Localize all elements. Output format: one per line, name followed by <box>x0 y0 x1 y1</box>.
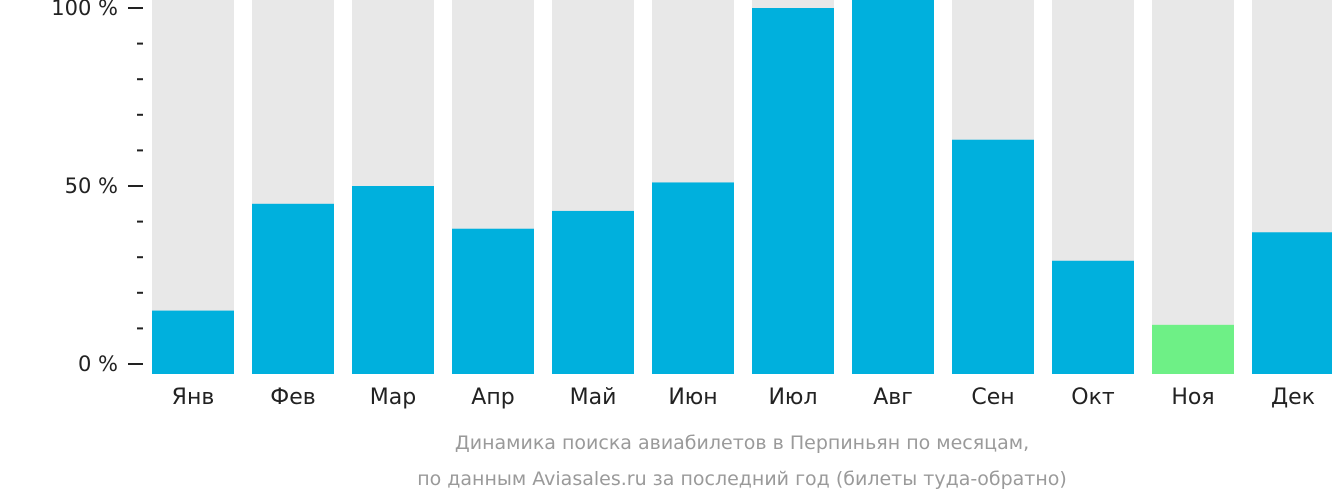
x-tick-label: Май <box>570 385 617 410</box>
x-tick-label: Авг <box>873 385 913 410</box>
chart-caption-line-2: по данным Aviasales.ru за последний год … <box>417 468 1067 490</box>
bar-Авг <box>852 0 934 374</box>
y-tick-label: 100 % <box>51 0 118 20</box>
x-tick-label: Дек <box>1271 385 1315 410</box>
bar-Июл <box>752 8 834 374</box>
bar-Янв <box>152 310 234 374</box>
bar-Ноя <box>1152 324 1234 374</box>
bar-Май <box>552 210 634 374</box>
y-axis: 0 % 50 % 100 % <box>51 0 143 376</box>
bar-Мар <box>352 186 434 374</box>
x-tick-label: Фев <box>270 385 315 410</box>
y-tick-label: 50 % <box>65 174 118 198</box>
x-tick-label: Сен <box>971 385 1014 410</box>
x-tick-label: Июл <box>768 385 817 410</box>
bar-Апр <box>452 228 534 374</box>
x-tick-label: Мар <box>370 385 416 410</box>
bar-background <box>1152 0 1234 374</box>
bar-Сен <box>952 139 1034 374</box>
bars <box>152 0 1332 374</box>
bar-Фев <box>252 203 334 374</box>
chart-caption-line-1: Динамика поиска авиабилетов в Перпиньян … <box>454 432 1030 454</box>
bar-Июн <box>652 182 734 374</box>
x-tick-label: Апр <box>471 385 514 410</box>
bar-Окт <box>1052 260 1134 374</box>
y-tick-label: 0 % <box>78 352 118 376</box>
x-tick-label: Окт <box>1071 385 1115 410</box>
bar-Дек <box>1252 232 1332 374</box>
x-tick-label: Янв <box>172 385 215 410</box>
x-tick-label: Ноя <box>1171 385 1214 410</box>
x-axis-labels: Янв Фев Мар Апр Май Июн Июл Авг Сен Окт Ноя Дек <box>172 385 1315 410</box>
x-tick-label: Июн <box>668 385 717 410</box>
